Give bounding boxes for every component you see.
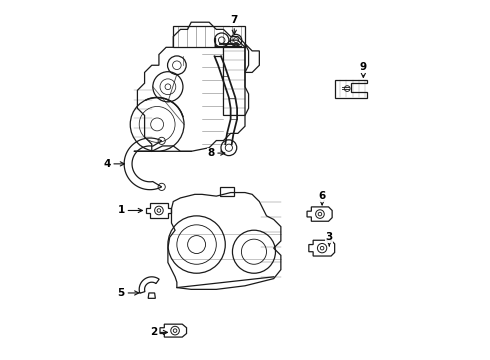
Text: 3: 3: [326, 232, 333, 246]
Text: 1: 1: [118, 206, 143, 216]
Text: 9: 9: [360, 62, 367, 77]
Text: 8: 8: [207, 148, 225, 158]
Text: 5: 5: [118, 288, 139, 298]
Text: 2: 2: [150, 327, 168, 337]
Text: 7: 7: [231, 15, 238, 34]
Text: 6: 6: [318, 191, 326, 205]
Text: 4: 4: [103, 159, 124, 169]
Bar: [173, 26, 245, 47]
